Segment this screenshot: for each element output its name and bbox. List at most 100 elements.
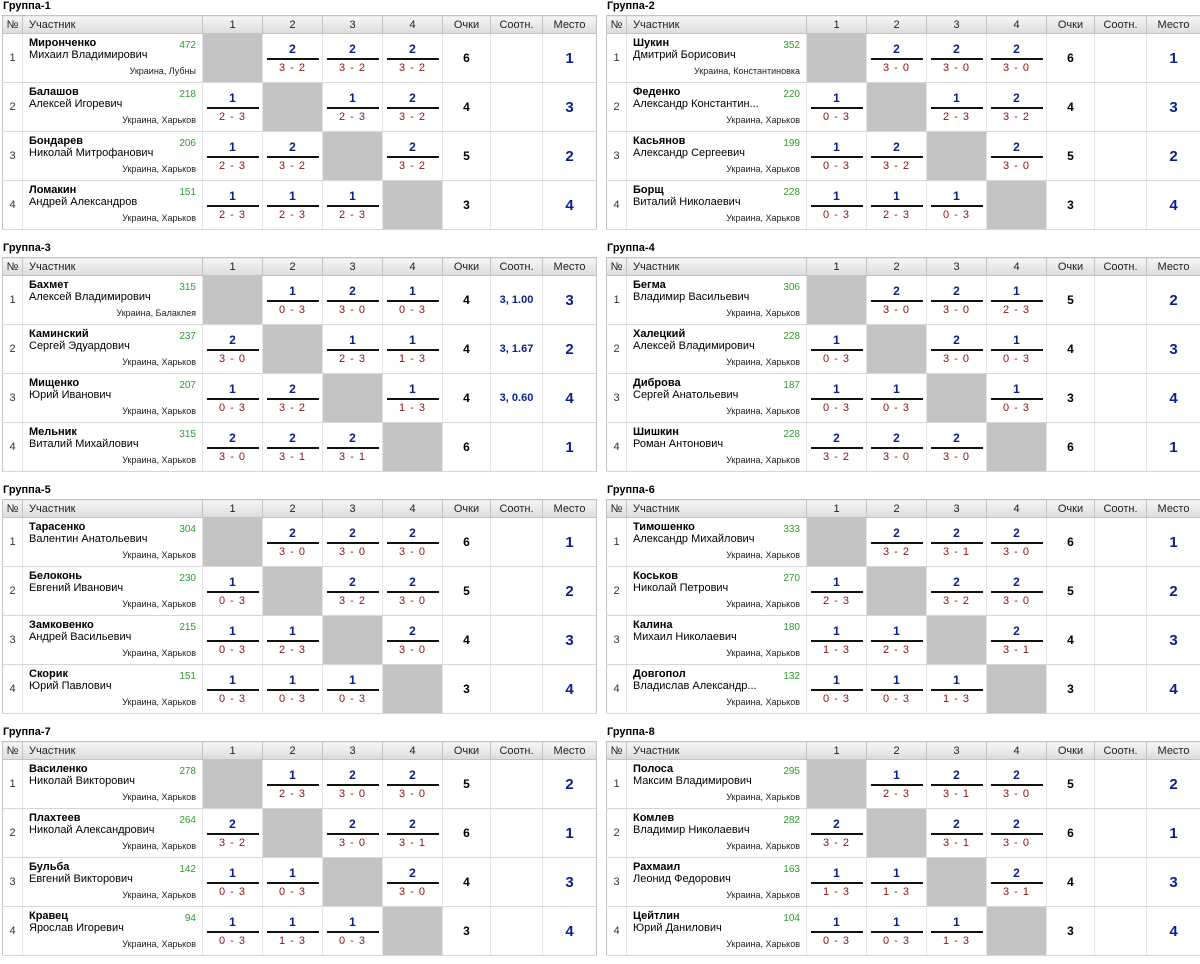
col-place-header[interactable]: Место [1146, 15, 1200, 34]
player-surname[interactable]: Шукин [633, 37, 670, 49]
match-score-cell[interactable]: 2 3 - 0 [322, 517, 383, 567]
match-score-cell[interactable]: 1 2 - 3 [262, 180, 323, 230]
match-score-cell[interactable]: 1 0 - 3 [926, 180, 987, 230]
col-num-header[interactable]: № [606, 741, 627, 760]
col-1-header[interactable]: 1 [806, 741, 867, 760]
col-3-header[interactable]: 3 [926, 15, 987, 34]
match-score-cell[interactable]: 2 3 - 0 [202, 422, 263, 472]
match-score-cell[interactable]: 1 0 - 3 [806, 131, 867, 181]
col-ratio-header[interactable]: Соотн. [490, 15, 543, 34]
match-score-cell[interactable]: 2 3 - 2 [806, 422, 867, 472]
col-2-header[interactable]: 2 [866, 15, 927, 34]
match-score-cell[interactable]: 2 3 - 0 [866, 33, 927, 83]
col-player-header[interactable]: Участник [626, 499, 807, 518]
player-surname[interactable]: Комлев [633, 812, 675, 824]
col-2-header[interactable]: 2 [866, 257, 927, 276]
player-surname[interactable]: Ломакин [29, 184, 77, 196]
match-score-cell[interactable]: 2 3 - 0 [322, 759, 383, 809]
player-surname[interactable]: Бегма [633, 279, 666, 291]
match-score-cell[interactable]: 2 3 - 0 [262, 517, 323, 567]
player-surname[interactable]: Мищенко [29, 377, 80, 389]
match-score-cell[interactable]: 1 0 - 3 [806, 373, 867, 423]
match-score-cell[interactable]: 1 0 - 3 [262, 664, 323, 714]
col-3-header[interactable]: 3 [322, 499, 383, 518]
col-num-header[interactable]: № [2, 257, 23, 276]
match-score-cell[interactable]: 2 3 - 1 [262, 422, 323, 472]
col-2-header[interactable]: 2 [866, 741, 927, 760]
match-score-cell[interactable]: 1 1 - 3 [926, 906, 987, 956]
col-2-header[interactable]: 2 [262, 741, 323, 760]
match-score-cell[interactable]: 2 3 - 2 [926, 566, 987, 616]
col-ratio-header[interactable]: Соотн. [1094, 15, 1147, 34]
match-score-cell[interactable]: 2 3 - 0 [926, 324, 987, 374]
col-4-header[interactable]: 4 [382, 257, 443, 276]
player-surname[interactable]: Тарасенко [29, 521, 86, 533]
player-surname[interactable]: Халецкий [633, 328, 686, 340]
match-score-cell[interactable]: 2 3 - 1 [986, 615, 1047, 665]
col-2-header[interactable]: 2 [262, 257, 323, 276]
match-score-cell[interactable]: 2 3 - 0 [382, 857, 443, 907]
match-score-cell[interactable]: 2 3 - 0 [382, 615, 443, 665]
col-place-header[interactable]: Место [1146, 741, 1200, 760]
player-surname[interactable]: Феденко [633, 86, 681, 98]
col-player-header[interactable]: Участник [626, 15, 807, 34]
match-score-cell[interactable]: 2 3 - 0 [986, 566, 1047, 616]
col-4-header[interactable]: 4 [986, 257, 1047, 276]
match-score-cell[interactable]: 2 3 - 0 [986, 517, 1047, 567]
col-points-header[interactable]: Очки [442, 15, 491, 34]
player-surname[interactable]: Довгопол [633, 668, 686, 680]
player-surname[interactable]: Борщ [633, 184, 664, 196]
player-surname[interactable]: Шишкин [633, 426, 679, 438]
col-ratio-header[interactable]: Соотн. [1094, 499, 1147, 518]
col-2-header[interactable]: 2 [866, 499, 927, 518]
col-4-header[interactable]: 4 [986, 499, 1047, 518]
match-score-cell[interactable]: 2 3 - 2 [866, 131, 927, 181]
match-score-cell[interactable]: 2 3 - 0 [926, 33, 987, 83]
match-score-cell[interactable]: 1 0 - 3 [382, 275, 443, 325]
player-surname[interactable]: Тимошенко [633, 521, 695, 533]
match-score-cell[interactable]: 1 2 - 3 [202, 131, 263, 181]
match-score-cell[interactable]: 1 2 - 3 [262, 615, 323, 665]
match-score-cell[interactable]: 1 1 - 3 [926, 664, 987, 714]
match-score-cell[interactable]: 2 3 - 0 [926, 422, 987, 472]
match-score-cell[interactable]: 2 3 - 2 [322, 566, 383, 616]
match-score-cell[interactable]: 1 0 - 3 [202, 566, 263, 616]
player-surname[interactable]: Миронченко [29, 37, 97, 49]
col-num-header[interactable]: № [606, 499, 627, 518]
match-score-cell[interactable]: 1 1 - 3 [806, 857, 867, 907]
col-ratio-header[interactable]: Соотн. [1094, 741, 1147, 760]
match-score-cell[interactable]: 1 0 - 3 [202, 373, 263, 423]
col-place-header[interactable]: Место [542, 257, 597, 276]
match-score-cell[interactable]: 1 2 - 3 [322, 82, 383, 132]
col-place-header[interactable]: Место [1146, 499, 1200, 518]
col-place-header[interactable]: Место [542, 499, 597, 518]
match-score-cell[interactable]: 1 2 - 3 [322, 324, 383, 374]
col-points-header[interactable]: Очки [442, 741, 491, 760]
col-2-header[interactable]: 2 [262, 15, 323, 34]
col-3-header[interactable]: 3 [322, 257, 383, 276]
player-surname[interactable]: Василенко [29, 763, 88, 775]
match-score-cell[interactable]: 1 1 - 3 [262, 906, 323, 956]
match-score-cell[interactable]: 1 0 - 3 [986, 373, 1047, 423]
col-num-header[interactable]: № [2, 741, 23, 760]
match-score-cell[interactable]: 1 0 - 3 [262, 275, 323, 325]
match-score-cell[interactable]: 1 0 - 3 [262, 857, 323, 907]
player-surname[interactable]: Бондарев [29, 135, 83, 147]
match-score-cell[interactable]: 2 3 - 1 [986, 857, 1047, 907]
match-score-cell[interactable]: 1 2 - 3 [322, 180, 383, 230]
match-score-cell[interactable]: 1 0 - 3 [202, 664, 263, 714]
player-surname[interactable]: Замковенко [29, 619, 94, 631]
match-score-cell[interactable]: 2 3 - 2 [322, 33, 383, 83]
col-player-header[interactable]: Участник [22, 499, 203, 518]
match-score-cell[interactable]: 2 3 - 0 [322, 275, 383, 325]
col-4-header[interactable]: 4 [986, 741, 1047, 760]
col-points-header[interactable]: Очки [1046, 741, 1095, 760]
match-score-cell[interactable]: 2 3 - 0 [986, 808, 1047, 858]
match-score-cell[interactable]: 2 3 - 0 [382, 517, 443, 567]
player-surname[interactable]: Балашов [29, 86, 79, 98]
match-score-cell[interactable]: 1 0 - 3 [322, 664, 383, 714]
col-points-header[interactable]: Очки [1046, 257, 1095, 276]
col-1-header[interactable]: 1 [806, 257, 867, 276]
col-4-header[interactable]: 4 [986, 15, 1047, 34]
col-2-header[interactable]: 2 [262, 499, 323, 518]
